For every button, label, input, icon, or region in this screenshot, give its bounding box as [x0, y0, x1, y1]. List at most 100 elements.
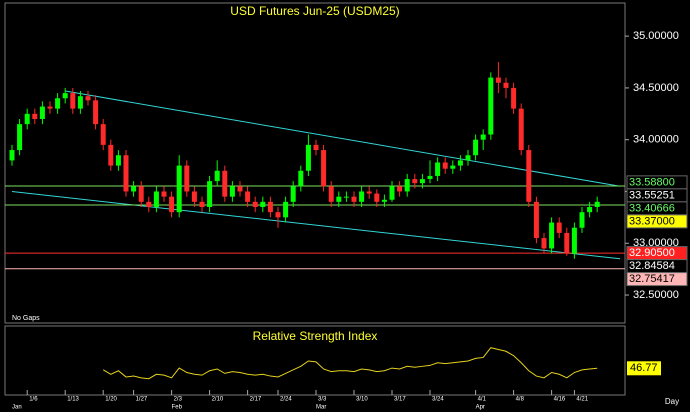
- candle-body: [511, 87, 517, 109]
- candle-body: [39, 106, 45, 119]
- candle-body: [260, 201, 266, 208]
- price-panel: [4, 2, 626, 324]
- x-tick-label: 4/8: [516, 397, 525, 403]
- candle-body: [252, 201, 258, 208]
- x-tick-label: 3/17: [394, 397, 406, 403]
- y-tick-label: 34.50000: [633, 82, 679, 94]
- candle-body: [298, 170, 304, 187]
- candle-body: [457, 160, 463, 166]
- candle-body: [47, 106, 53, 109]
- month-label: Jan: [12, 405, 22, 411]
- x-tick-label: 2/24: [280, 397, 292, 403]
- candle-body: [359, 191, 365, 202]
- candle-body: [93, 100, 99, 125]
- candle-body: [397, 186, 403, 192]
- candle-body: [207, 181, 213, 208]
- candle-body: [366, 191, 372, 194]
- candle-body: [115, 155, 121, 166]
- x-tick-label: 3/10: [356, 397, 368, 403]
- y-tick-label: 35.00000: [633, 30, 679, 42]
- candle-body: [473, 139, 479, 156]
- candle-body: [343, 196, 349, 198]
- candle-body: [32, 113, 38, 119]
- month-label: Apr: [476, 405, 485, 411]
- candle-body: [153, 191, 159, 208]
- candle-body: [55, 98, 61, 109]
- candle-body: [404, 179, 410, 192]
- candle-body: [199, 201, 205, 208]
- candle-body: [594, 201, 600, 208]
- month-label: Mar: [316, 405, 326, 411]
- candle-body: [450, 165, 456, 169]
- level-label-box: [626, 272, 688, 287]
- candle-body: [321, 150, 327, 187]
- candle-body: [587, 207, 593, 213]
- level-label: 33.55251: [629, 189, 675, 201]
- candle-body: [138, 186, 144, 202]
- y-tick-label: 32.50000: [633, 289, 679, 301]
- candle-body: [214, 170, 220, 182]
- candle-body: [442, 162, 448, 169]
- candle-body: [503, 82, 509, 88]
- level-label-box: [626, 214, 688, 229]
- level-label: 33.58800: [629, 176, 675, 188]
- candle-body: [328, 186, 334, 202]
- note: No Gaps: [12, 315, 40, 322]
- x-tick-label: 2/10: [212, 397, 224, 403]
- candle-body: [336, 196, 342, 202]
- candle-body: [313, 144, 319, 151]
- candle-body: [556, 222, 562, 233]
- candle-body: [571, 227, 577, 254]
- x-tick-label: 2/17: [250, 397, 262, 403]
- month-label: Feb: [172, 405, 183, 411]
- candle-body: [9, 150, 15, 161]
- chart-title: USD Futures Jun-25 (USDM25): [230, 4, 399, 18]
- candle-body: [480, 134, 486, 140]
- x-tick-label: 1/6: [29, 397, 38, 403]
- level-label: 33.40666: [629, 202, 675, 214]
- candle-body: [85, 96, 91, 101]
- candle-body: [412, 179, 418, 184]
- candle-body: [222, 170, 228, 197]
- rsi-panel: [4, 325, 626, 396]
- candle-body: [435, 162, 441, 176]
- candle-body: [488, 77, 494, 135]
- candle-body: [526, 150, 532, 202]
- candle-body: [351, 196, 357, 202]
- x-tick-label: 4/21: [576, 397, 588, 403]
- candle-body: [381, 199, 387, 202]
- level-label: 32.90500: [629, 247, 675, 259]
- candle-body: [564, 232, 570, 254]
- candle-body: [176, 165, 182, 213]
- candle-body: [237, 186, 243, 192]
- candle-body: [518, 108, 524, 151]
- candle-body: [419, 179, 425, 184]
- x-tick-label: 2/3: [174, 397, 183, 403]
- candle-body: [465, 155, 471, 161]
- candle-body: [123, 155, 129, 192]
- candle-body: [131, 186, 137, 192]
- candle-body: [191, 191, 197, 202]
- candle-body: [267, 201, 273, 213]
- candle-body: [100, 124, 106, 145]
- candle-body: [541, 238, 547, 249]
- candle-body: [374, 193, 380, 202]
- y-tick-label: 34.00000: [633, 134, 679, 146]
- x-tick-label: 1/13: [67, 397, 79, 403]
- rsi-line: [102, 347, 598, 380]
- candle-body: [275, 212, 281, 218]
- candle-body: [108, 144, 114, 166]
- candle-body: [146, 201, 152, 208]
- rsi-last-box: [627, 361, 661, 376]
- rsi-last-label: 46.77: [630, 362, 658, 374]
- x-tick-label: 3/3: [318, 397, 327, 403]
- candle-body: [77, 96, 83, 109]
- candle-body: [169, 196, 175, 213]
- candle-body: [290, 186, 296, 202]
- x-axis-label: Day: [665, 397, 679, 406]
- x-tick-label: 1/20: [105, 397, 117, 403]
- x-tick-label: 4/1: [478, 397, 487, 403]
- x-tick-label: 4/16: [554, 397, 566, 403]
